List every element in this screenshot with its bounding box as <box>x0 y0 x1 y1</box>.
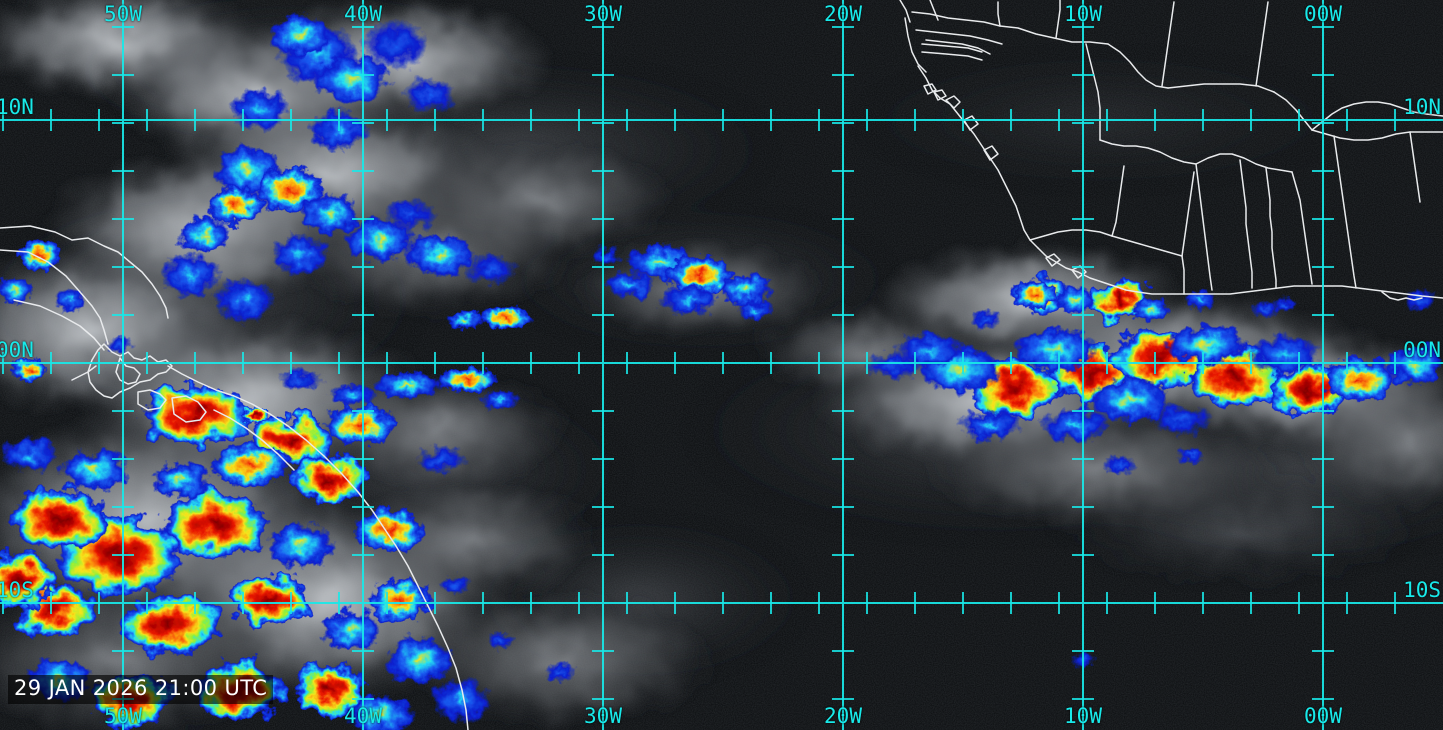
timestamp-overlay: 29 JAN 2026 21:00 UTC <box>8 675 274 704</box>
